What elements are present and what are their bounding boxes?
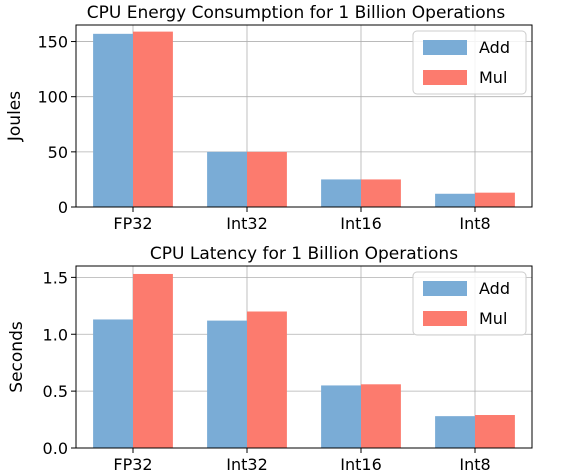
latency-y-tick-label: 1.0 [43, 325, 68, 344]
energy-legend: Add Mul [412, 30, 527, 95]
energy-x-tick-label-fp32: FP32 [113, 214, 152, 233]
energy-bar-add-int16 [321, 179, 361, 207]
energy-x-tick-label-int32: Int32 [226, 214, 268, 233]
latency-bar-mul-int16 [361, 384, 401, 448]
energy-chart: CPU Energy Consumption for 1 Billion Ope… [5, 3, 533, 233]
latency-y-axis-label: Seconds [7, 321, 27, 393]
latency-x-tick-label-int16: Int16 [340, 455, 382, 470]
latency-legend-swatch-add [423, 281, 467, 296]
latency-x-tick-label-int8: Int8 [459, 455, 490, 470]
energy-bar-mul-int32 [247, 151, 287, 207]
energy-legend-label-mul: Mul [479, 68, 507, 87]
energy-bar-mul-int8 [475, 192, 515, 207]
energy-bar-add-fp32 [93, 33, 133, 207]
energy-y-tick-label: 150 [37, 33, 68, 52]
energy-y-tick-label: 100 [37, 88, 68, 107]
energy-x-ticks: FP32 Int32 Int16 Int8 [113, 207, 491, 233]
latency-legend-swatch-mul [423, 311, 467, 326]
latency-plot-frame [75, 265, 533, 449]
energy-y-ticks: 0 50 100 150 [37, 33, 76, 217]
latency-y-tick-label: 0.0 [43, 439, 68, 458]
energy-y-axis-label: Joules [5, 91, 25, 142]
latency-bars [93, 273, 515, 448]
latency-legend-label-add: Add [479, 279, 510, 298]
latency-x-tick-label-int32: Int32 [226, 455, 268, 470]
energy-bar-add-int32 [207, 151, 247, 207]
latency-bar-add-int32 [207, 320, 247, 448]
energy-legend-label-add: Add [479, 38, 510, 57]
energy-x-tick-label-int16: Int16 [340, 214, 382, 233]
latency-chart-title: CPU Latency for 1 Billion Operations [150, 244, 458, 264]
energy-bars [93, 31, 515, 208]
energy-legend-swatch-mul [423, 70, 467, 85]
energy-bar-mul-int16 [361, 179, 401, 207]
energy-y-tick-label: 50 [48, 143, 68, 162]
latency-legend-label-mul: Mul [479, 309, 507, 328]
latency-bar-mul-int8 [475, 415, 515, 448]
latency-y-tick-label: 1.5 [43, 268, 68, 287]
energy-legend-swatch-add [423, 40, 467, 55]
latency-bar-mul-fp32 [133, 273, 173, 448]
energy-chart-title: CPU Energy Consumption for 1 Billion Ope… [87, 3, 506, 23]
latency-legend: Add Mul [412, 271, 527, 336]
energy-bar-mul-fp32 [133, 31, 173, 208]
energy-y-tick-label: 0 [58, 198, 68, 217]
latency-y-ticks: 0.0 0.5 1.0 1.5 [43, 268, 76, 458]
latency-x-ticks: FP32 Int32 Int16 Int8 [113, 448, 491, 474]
latency-chart: CPU Latency for 1 Billion Operations 0.0… [7, 244, 533, 474]
latency-y-tick-label: 0.5 [43, 382, 68, 401]
energy-bar-add-int8 [435, 193, 475, 207]
energy-x-tick-label-int8: Int8 [459, 214, 490, 233]
latency-bar-mul-int32 [247, 311, 287, 448]
latency-bar-add-int16 [321, 385, 361, 448]
latency-x-tick-label-fp32: FP32 [113, 455, 152, 470]
latency-bar-add-fp32 [93, 319, 133, 448]
latency-bar-add-int8 [435, 416, 475, 448]
energy-plot-frame [75, 24, 533, 208]
